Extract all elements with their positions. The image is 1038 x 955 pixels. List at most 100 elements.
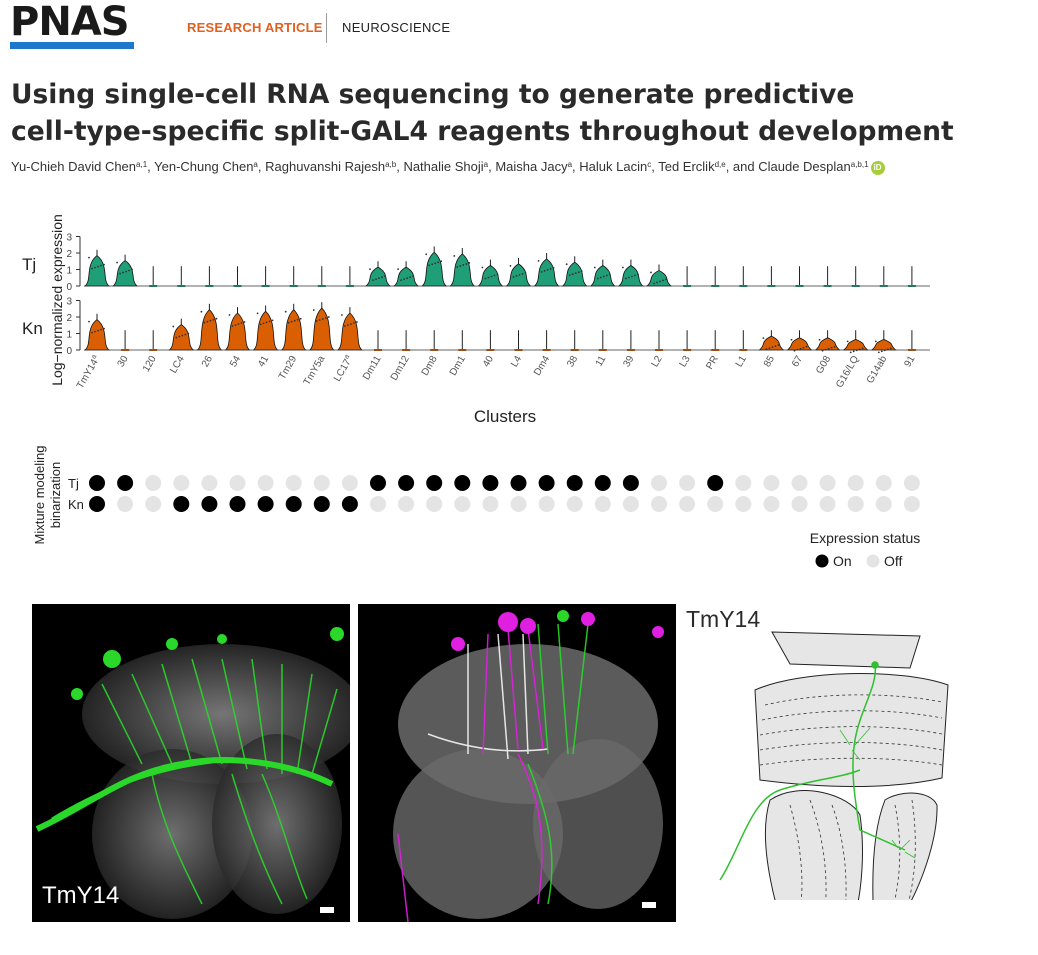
violin-point [268, 320, 271, 323]
y-tick-label: 2 [66, 313, 72, 324]
author-name[interactable]: Yen-Chung Chen [154, 159, 254, 174]
x-tick-label: 39 [621, 354, 636, 370]
violin-point [116, 261, 118, 264]
author-name[interactable]: Raghuvanshi Rajesh [265, 159, 386, 174]
dot-off [651, 496, 667, 512]
violin-point [290, 320, 293, 323]
violin-point [653, 282, 655, 285]
dot-off [229, 475, 246, 491]
dot-on [566, 475, 583, 491]
dot-off [847, 496, 864, 512]
violin-point [650, 271, 652, 274]
author-name[interactable]: Ted Erclik [658, 159, 715, 174]
violin-point [465, 263, 468, 265]
legend-title: Expression status [810, 530, 921, 546]
violin-point [103, 263, 105, 266]
violin-shape [477, 265, 504, 287]
violin-point [518, 273, 521, 276]
dot-on [426, 475, 443, 491]
orcid-icon[interactable]: iD [870, 160, 885, 175]
violin-point [327, 316, 330, 318]
dot-off [819, 475, 836, 491]
x-tick-label: L1 [734, 354, 749, 370]
violin-point [119, 272, 121, 275]
violin-point [284, 310, 287, 313]
violin-point [537, 260, 540, 262]
dot-on [538, 475, 555, 491]
violin-point [296, 318, 299, 321]
article-subject[interactable]: NEUROSCIENCE [342, 20, 451, 35]
author-name[interactable]: Nathalie Shoji [403, 159, 484, 174]
dot-on [89, 475, 105, 491]
legend-off-dot [866, 554, 880, 568]
dot-off [875, 475, 892, 491]
diagram-label: TmY14 [686, 606, 761, 632]
author-name[interactable]: Yu-Chieh David Chen [11, 159, 137, 174]
violin-point [625, 277, 627, 280]
violin-point [799, 347, 802, 350]
violin-point [378, 277, 380, 280]
article-category[interactable]: RESEARCH ARTICLE [187, 20, 323, 35]
violin-point [509, 264, 512, 267]
article-title: Using single-cell RNA sequencing to gene… [11, 76, 1031, 150]
violin-point [231, 325, 234, 327]
violin-shape [561, 261, 588, 287]
violin-point [122, 271, 124, 274]
micro1-drawing [35, 627, 350, 919]
violin-shape [364, 266, 392, 287]
author-name[interactable]: Haluk Lacin [579, 159, 648, 174]
x-tick-label: 54 [228, 354, 243, 370]
violin-point [580, 270, 583, 273]
violin-point [353, 322, 355, 324]
violin-point [568, 274, 571, 277]
author-name[interactable]: Claude Desplan [758, 159, 851, 174]
pnas-logo[interactable]: PNAS [10, 0, 134, 52]
violin-point [524, 271, 527, 274]
violin-shape [505, 263, 532, 287]
x-tick-superscript: a [343, 353, 351, 360]
violin-point [94, 330, 96, 333]
violin-point [790, 338, 793, 341]
author-affiliation: d,e [714, 160, 726, 169]
author-affiliation: a [253, 160, 258, 169]
violin-point [175, 336, 178, 339]
dot-off [791, 475, 808, 491]
dot-off [875, 496, 892, 512]
violin-point [94, 266, 96, 269]
dot-off [510, 496, 527, 512]
figure-chart: Log−normalized expression Tj 0 1 2 3 Kn 0 1 2 3 TmY… [22, 214, 930, 569]
dot-off [285, 475, 302, 491]
dot-on [285, 496, 302, 512]
violin-point [631, 275, 633, 278]
violin-point [184, 333, 187, 336]
scale-bar [642, 902, 656, 908]
violin-shape [392, 266, 420, 287]
violin-point [637, 273, 639, 276]
x-tick-label: 30 [116, 354, 131, 370]
legend-on-label: On [833, 553, 852, 569]
violin-point [565, 263, 568, 266]
violin-point [344, 325, 346, 327]
violin-point [802, 346, 805, 349]
y-tick-label: 3 [66, 297, 72, 308]
dot-off [257, 475, 274, 491]
author-affiliation: a,1 [136, 160, 148, 169]
violin-point [341, 314, 343, 316]
dot-off [903, 475, 920, 491]
micro2-drawing [393, 610, 664, 922]
dot-off [707, 496, 724, 512]
x-tick-label: 40 [481, 354, 496, 370]
violin-shape [421, 251, 448, 287]
dot-off [679, 475, 696, 491]
dot-off [594, 496, 611, 512]
dot-on [341, 496, 358, 512]
dot-off [313, 475, 330, 491]
dot-off [622, 496, 639, 512]
violin-point [805, 345, 808, 348]
violin-point [406, 277, 408, 280]
violin-point [91, 331, 93, 334]
legend-off-label: Off [884, 553, 903, 569]
violin-point [762, 337, 765, 339]
violin-point [97, 265, 99, 268]
author-name[interactable]: Maisha Jacy [495, 159, 568, 174]
